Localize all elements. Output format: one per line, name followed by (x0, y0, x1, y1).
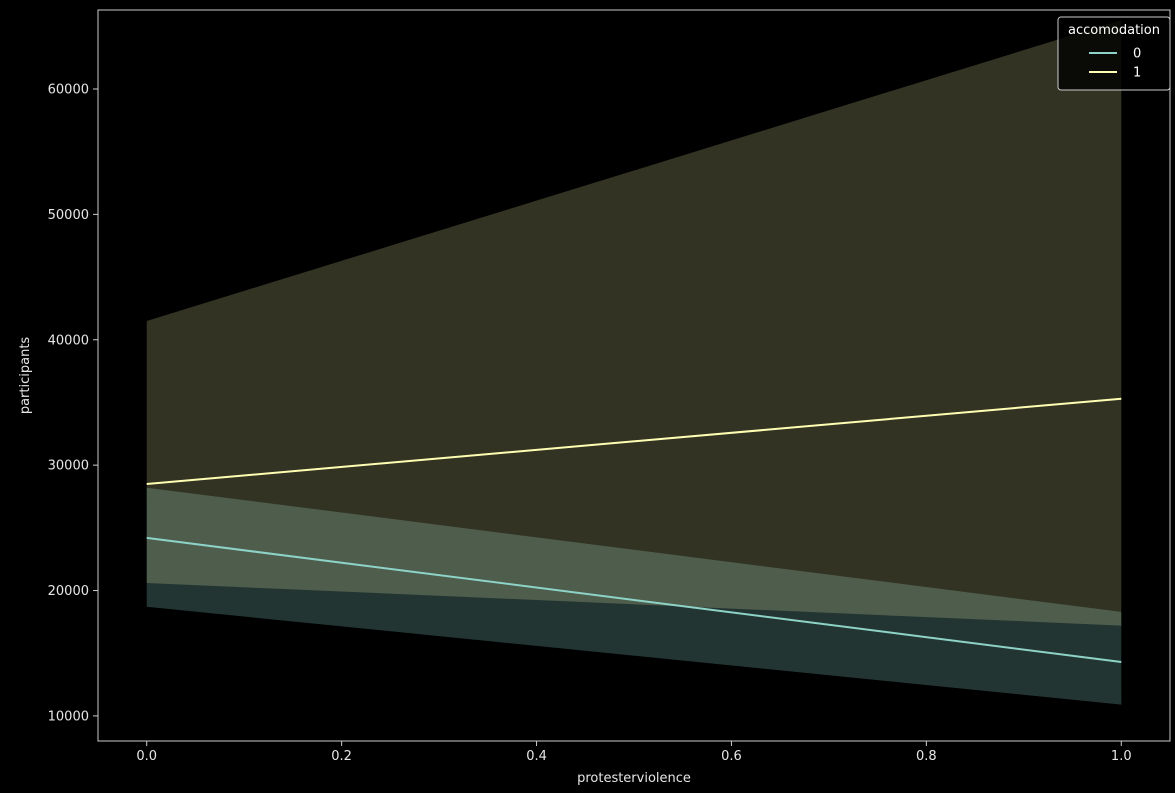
series-lines (146, 397, 1122, 663)
y-tick-label: 50000 (48, 208, 89, 223)
x-tick-label: 0.2 (331, 749, 352, 764)
y-axis: 10000 20000 30000 40000 50000 60000 (48, 82, 98, 724)
x-tick-label: 0.8 (916, 749, 937, 764)
axes-frame (97, 9, 1171, 742)
confidence-bands (146, 20, 1122, 705)
legend-label-1: 1 (1133, 66, 1141, 81)
series-0-line (146, 536, 1122, 663)
y-tick-label: 10000 (48, 709, 89, 724)
y-tick-label: 20000 (48, 584, 89, 599)
series-1-line (146, 397, 1122, 485)
x-tick-label: 0.0 (136, 749, 157, 764)
series-0-confidence-band (146, 487, 1122, 705)
legend-title: accomodation (1068, 23, 1160, 38)
plot-area (97, 9, 1171, 742)
x-tick-label: 0.4 (526, 749, 547, 764)
series-1-confidence-band (146, 20, 1122, 626)
legend-label-0: 0 (1133, 47, 1141, 62)
y-axis-label: participants (18, 337, 33, 415)
y-tick-label: 40000 (48, 333, 89, 348)
y-tick-label: 30000 (48, 459, 89, 474)
x-tick-label: 0.6 (721, 749, 742, 764)
y-tick-label: 60000 (48, 82, 89, 97)
x-axis: 0.0 0.2 0.4 0.6 0.8 1.0 (136, 741, 1132, 764)
x-axis-label: protesterviolence (577, 771, 691, 786)
legend-entries: 01 (1089, 47, 1141, 81)
x-tick-label: 1.0 (1111, 749, 1132, 764)
legend: accomodation 01 (1057, 16, 1171, 91)
